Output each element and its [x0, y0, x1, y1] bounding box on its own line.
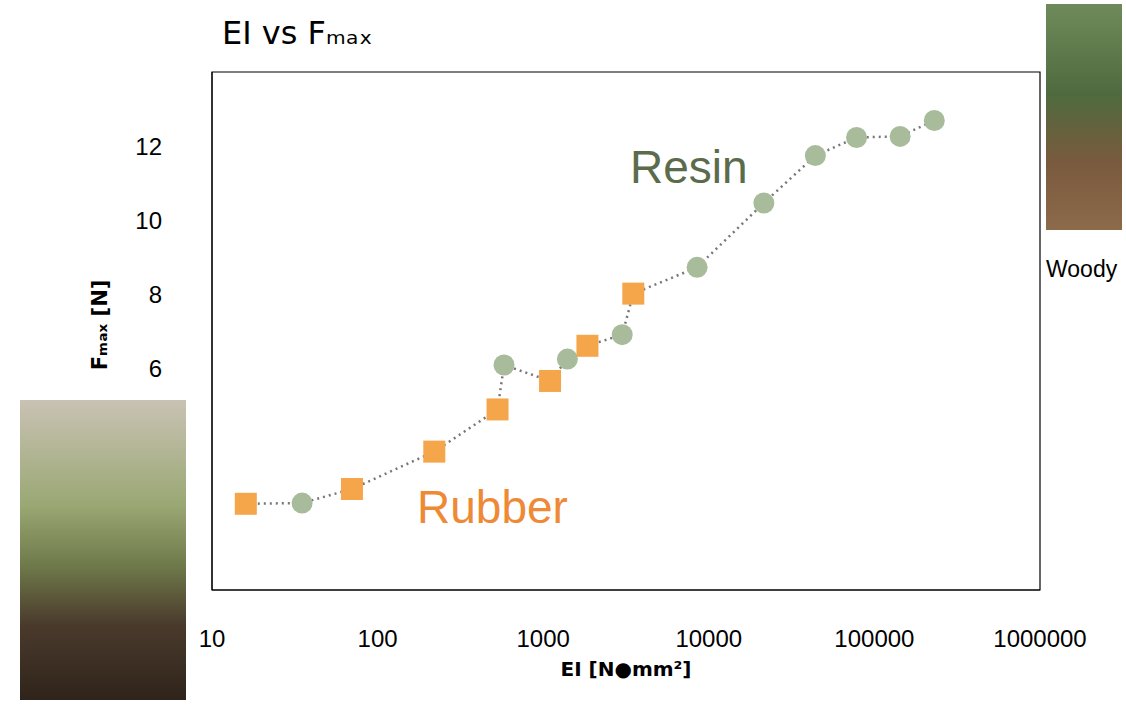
svg-text:1000: 1000 [517, 625, 570, 652]
svg-text:8: 8 [149, 281, 162, 308]
svg-text:6: 6 [149, 355, 162, 382]
svg-text:10: 10 [135, 207, 162, 234]
html-text:Fₘₐₓ [N]: Fₘₐₓ [N] [88, 279, 112, 371]
svg-text:1000000: 1000000 [993, 625, 1086, 652]
html-text:EI [N●mm²]: EI [N●mm²] [560, 657, 692, 681]
html-text:Woody: Woody [1046, 256, 1118, 282]
html-text:Rubber: Rubber [417, 481, 568, 533]
svg-text:100000: 100000 [834, 625, 914, 652]
svg-text:12: 12 [135, 133, 162, 160]
svg-text:10: 10 [199, 625, 226, 652]
html-text:Resin: Resin [630, 141, 748, 193]
svg-text:100: 100 [358, 625, 398, 652]
html-text:EI vs Fₘₐₓ: EI vs Fₘₐₓ [222, 14, 373, 52]
svg-text:10000: 10000 [675, 625, 742, 652]
